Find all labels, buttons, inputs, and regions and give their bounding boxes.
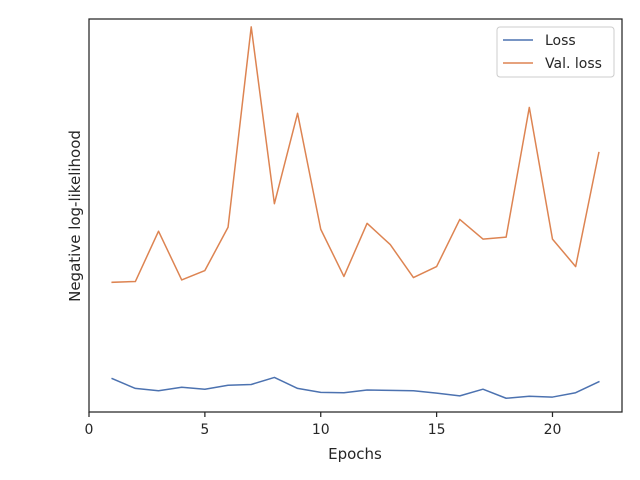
x-tick-label: 20 (544, 422, 562, 438)
series-layer (111, 26, 600, 399)
x-tick-label: 0 (85, 422, 94, 438)
y-axis-label: Negative log-likelihood (66, 130, 84, 302)
plot-frame (88, 18, 623, 413)
x-tick-label: 10 (312, 422, 330, 438)
series-line-loss (111, 376, 600, 399)
legend-label: Loss (545, 33, 576, 49)
legend-label: Val. loss (545, 56, 602, 72)
x-axis: 0 5 10 15 20 (85, 412, 562, 438)
x-tick-label: 5 (200, 422, 209, 438)
legend: Loss Val. loss (496, 26, 615, 78)
series-line-val-loss (111, 26, 600, 284)
x-tick-label: 15 (428, 422, 446, 438)
plot-area (89, 19, 622, 412)
x-axis-label: Epochs (328, 445, 382, 463)
